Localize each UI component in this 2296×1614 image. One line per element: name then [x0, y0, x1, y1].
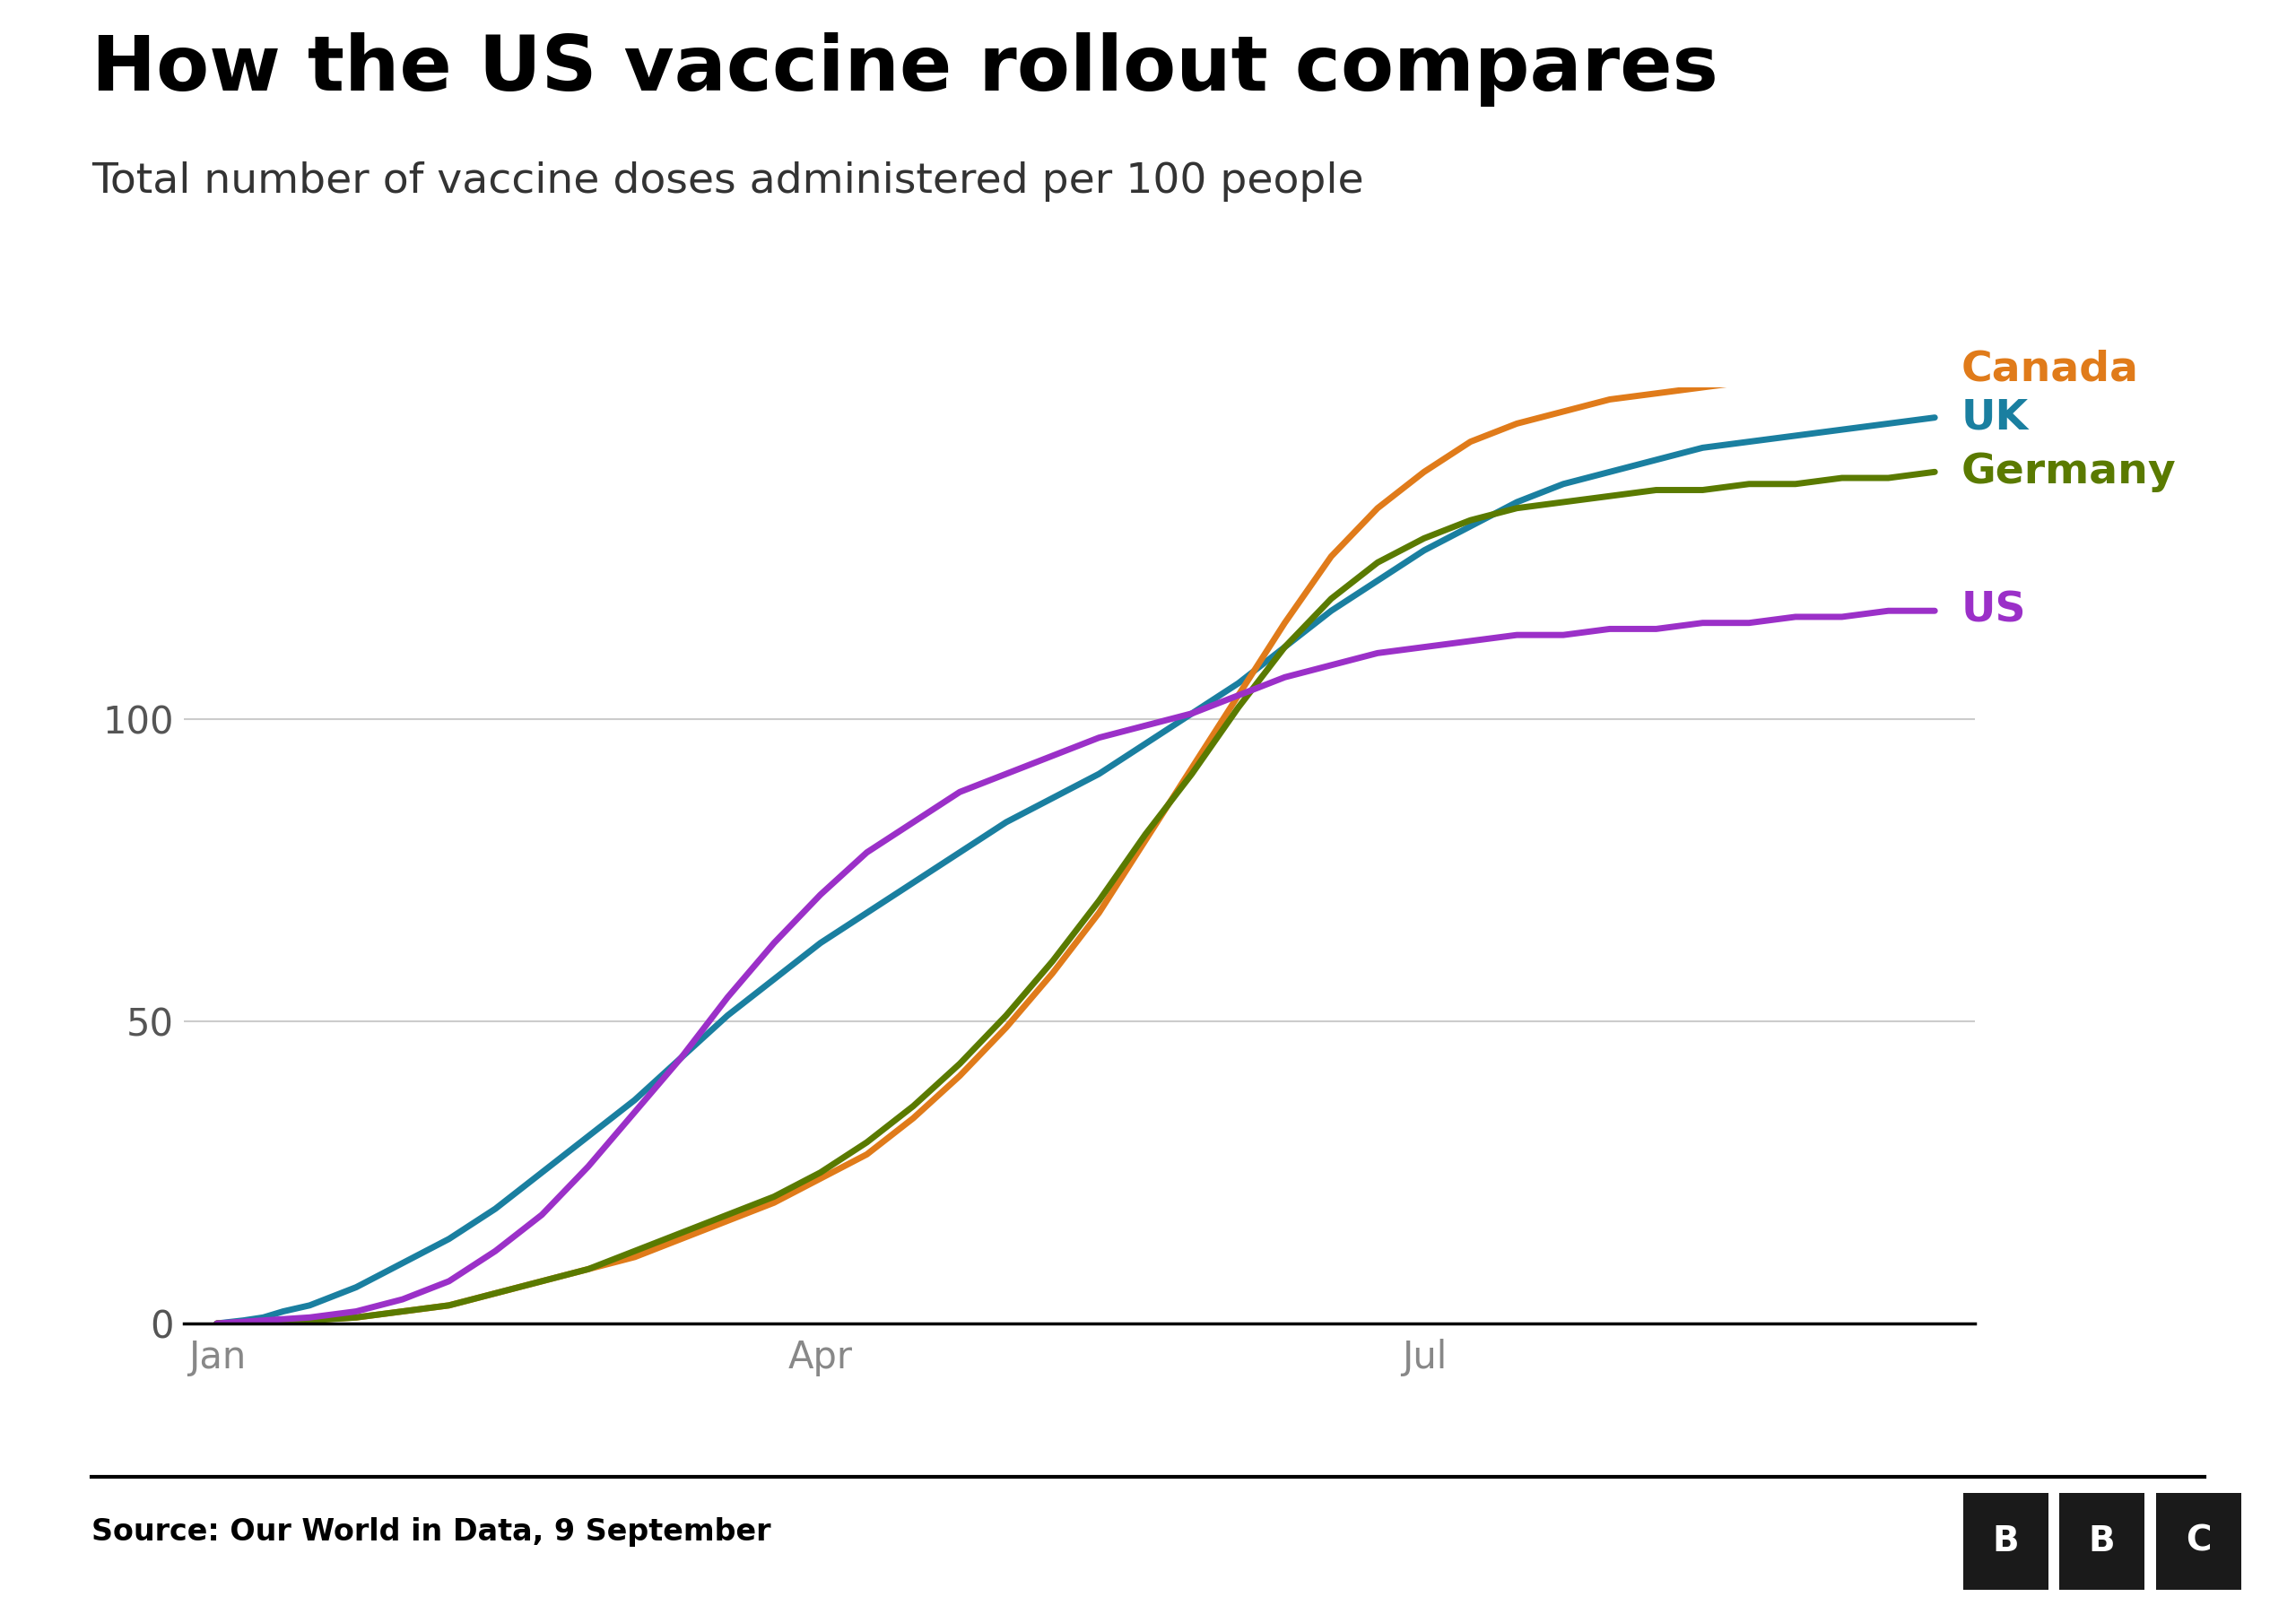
- Text: How the US vaccine rollout compares: How the US vaccine rollout compares: [92, 32, 1720, 107]
- Text: Germany: Germany: [1961, 452, 2177, 492]
- Text: Total number of vaccine doses administered per 100 people: Total number of vaccine doses administer…: [92, 161, 1364, 202]
- Text: Source: Our World in Data, 9 September: Source: Our World in Data, 9 September: [92, 1517, 771, 1546]
- Text: Canada: Canada: [1961, 349, 2140, 389]
- Text: US: US: [1961, 591, 2027, 631]
- Text: B: B: [2089, 1524, 2115, 1559]
- Text: UK: UK: [1961, 397, 2030, 437]
- Text: C: C: [2186, 1524, 2211, 1559]
- Text: B: B: [1993, 1524, 2018, 1559]
